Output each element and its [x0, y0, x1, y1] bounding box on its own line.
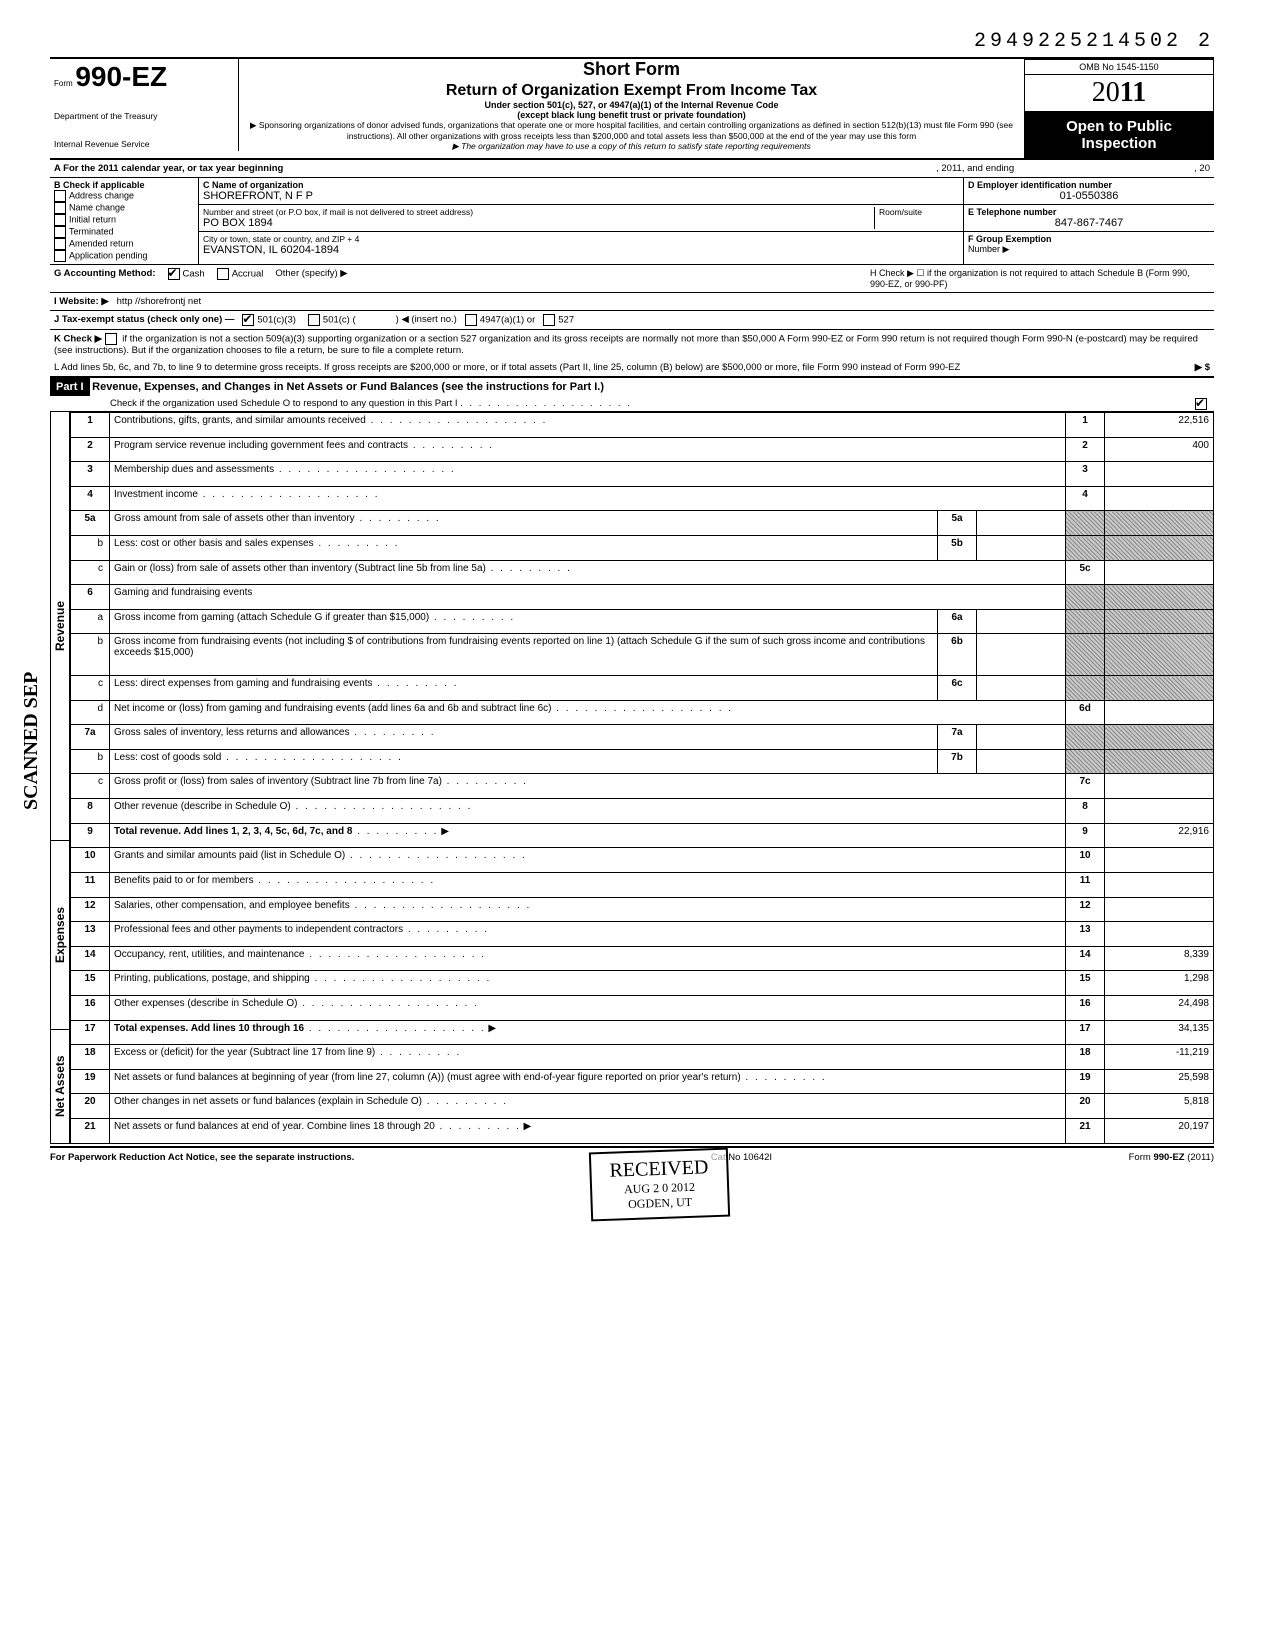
part1-checkbox[interactable]: [1195, 398, 1207, 410]
line-a-mid: , 2011, and ending: [936, 163, 1014, 174]
d-label: D Employer identification number: [968, 180, 1210, 190]
b-opt-terminated[interactable]: Terminated: [54, 226, 194, 238]
part1-label: Part I: [50, 378, 90, 396]
city-label: City or town, state or country, and ZIP …: [203, 234, 959, 244]
scanned-stamp: SCANNED SEP: [20, 672, 43, 810]
h-text: H Check ▶ ☐ if the organization is not r…: [870, 268, 1210, 289]
c-label: C Name of organization: [203, 180, 959, 190]
ein: 01-0550386: [968, 190, 1210, 202]
k-checkbox[interactable]: [105, 333, 117, 345]
title-main: Return of Organization Exempt From Incom…: [247, 82, 1016, 100]
line-a: A For the 2011 calendar year, or tax yea…: [54, 163, 283, 174]
i-label: I Website: ▶: [54, 296, 109, 307]
tax-year: 2011: [1024, 75, 1214, 112]
part1-check-text: Check if the organization used Schedule …: [110, 398, 458, 409]
org-city: EVANSTON, IL 60204-1894: [203, 244, 959, 256]
addr-label: Number and street (or P.O box, if mail i…: [203, 207, 874, 217]
title-sponsor: ▶ Sponsoring organizations of donor advi…: [247, 120, 1016, 141]
room-suite: Room/suite: [874, 207, 959, 229]
dept-treasury: Department of the Treasury: [54, 111, 234, 121]
form-name: 990-EZ: [75, 61, 167, 92]
title-except: (except black lung benefit trust or priv…: [247, 110, 1016, 120]
website: http //shorefrontj net: [117, 296, 202, 307]
g-accrual[interactable]: Accrual: [217, 268, 264, 289]
side-expenses: Expenses: [50, 841, 70, 1030]
org-address: PO BOX 1894: [203, 217, 874, 229]
j-501c3[interactable]: 501(c)(3): [242, 314, 296, 326]
k-label: K Check ▶: [54, 334, 102, 345]
j-label: J Tax-exempt status (check only one) —: [54, 314, 234, 326]
g-cash[interactable]: Cash: [168, 268, 205, 289]
footer-left: For Paperwork Reduction Act Notice, see …: [50, 1152, 354, 1163]
g-label: G Accounting Method:: [54, 268, 156, 289]
line-a-end: , 20: [1194, 163, 1210, 174]
j-501c[interactable]: 501(c) (: [308, 314, 356, 326]
b-opt-address[interactable]: Address change: [54, 190, 194, 202]
l-arrow: ▶ $: [1195, 362, 1210, 373]
dln-number: 2949225214502 2: [50, 30, 1214, 53]
b-label: B Check if applicable: [54, 180, 194, 190]
g-other[interactable]: Other (specify) ▶: [275, 268, 347, 289]
e-label: E Telephone number: [968, 207, 1210, 217]
form-prefix: Form: [54, 79, 73, 88]
b-opt-initial[interactable]: Initial return: [54, 214, 194, 226]
k-text: if the organization is not a section 509…: [54, 334, 1198, 356]
org-name: SHOREFRONT, N F P: [203, 190, 959, 202]
l-text: L Add lines 5b, 6c, and 7b, to line 9 to…: [54, 362, 1195, 373]
f-label: F Group Exemption: [968, 234, 1210, 244]
title-under: Under section 501(c), 527, or 4947(a)(1)…: [247, 100, 1016, 110]
side-revenue: Revenue: [50, 412, 70, 841]
footer-right: Form 990-EZ (2011): [1129, 1152, 1214, 1163]
b-opt-amended[interactable]: Amended return: [54, 238, 194, 250]
dept-irs: Internal Revenue Service: [54, 139, 234, 149]
b-opt-name[interactable]: Name change: [54, 202, 194, 214]
j-insert: ) ◀ (insert no.): [396, 314, 457, 326]
f-number: Number ▶: [968, 244, 1210, 255]
title-short: Short Form: [247, 59, 1016, 80]
omb-number: OMB No 1545-1150: [1024, 59, 1214, 75]
b-opt-pending[interactable]: Application pending: [54, 250, 194, 262]
phone: 847-867-7467: [968, 217, 1210, 229]
footer-mid: Cat No 10642I: [711, 1152, 772, 1163]
j-4947[interactable]: 4947(a)(1) or: [465, 314, 535, 326]
open-public: Open to Public Inspection: [1024, 112, 1214, 158]
title-copy: ▶ The organization may have to use a cop…: [247, 141, 1016, 152]
lines-table: 1Contributions, gifts, grants, and simil…: [70, 412, 1214, 1144]
j-527[interactable]: 527: [543, 314, 574, 326]
side-netassets: Net Assets: [50, 1030, 70, 1144]
part1-title: Revenue, Expenses, and Changes in Net As…: [92, 381, 604, 393]
